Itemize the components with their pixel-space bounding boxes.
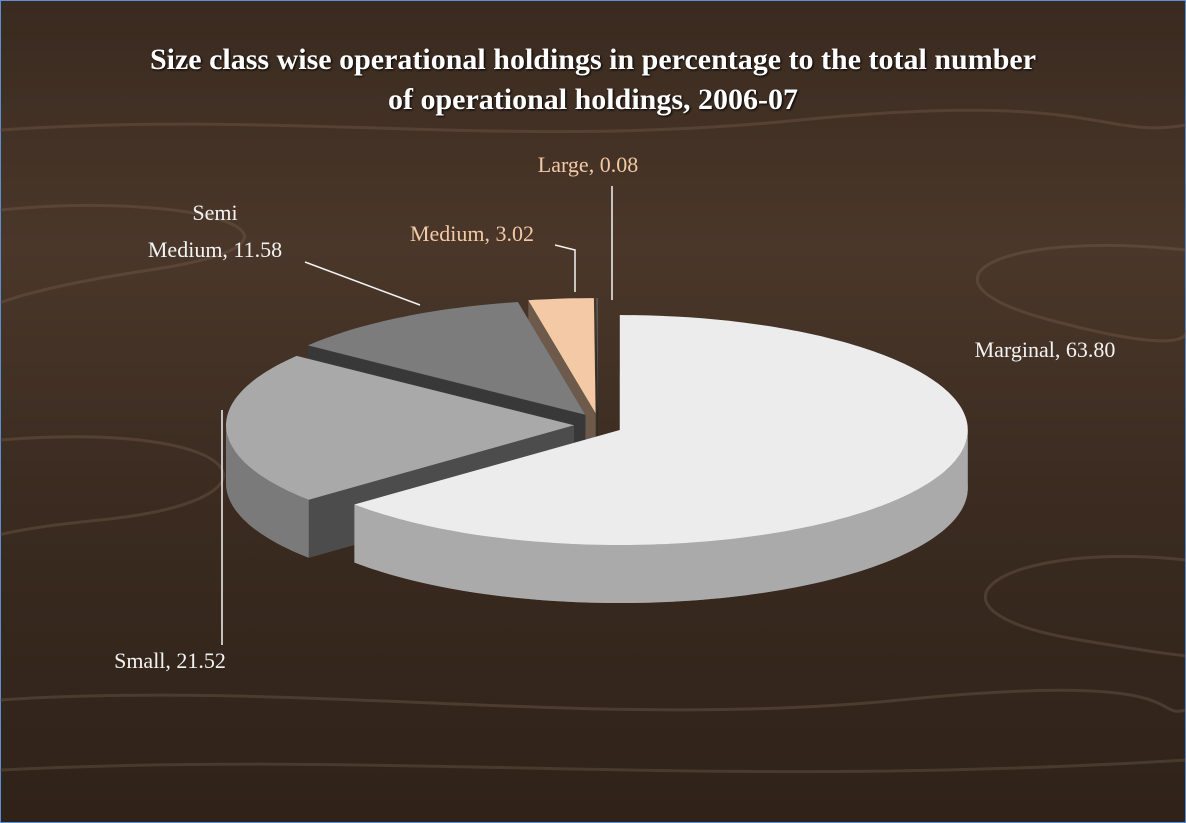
wood-grain	[0, 108, 1186, 774]
data-label: Large, 0.08	[538, 152, 638, 177]
slice-top	[354, 315, 968, 545]
slice-wall	[226, 425, 309, 558]
slice-top	[596, 298, 598, 413]
slice-edge	[596, 298, 598, 471]
slice-top	[307, 302, 586, 415]
data-label-line: Semi	[192, 200, 237, 225]
data-label-line: Medium, 11.58	[148, 237, 282, 262]
slice-top	[226, 355, 574, 500]
data-label: Small, 21.52	[114, 648, 226, 673]
leader-line	[554, 244, 576, 292]
slice-top	[528, 298, 596, 414]
data-label: Medium, 3.02	[410, 221, 534, 246]
data-label: Semi Medium, 11.58	[148, 200, 282, 262]
pie-slice	[354, 315, 968, 603]
data-label: Marginal, 63.80	[975, 337, 1116, 362]
leader-line	[304, 261, 421, 306]
chart-title: Size class wise operational holdings in …	[149, 43, 1037, 116]
slice-wall	[354, 430, 968, 603]
